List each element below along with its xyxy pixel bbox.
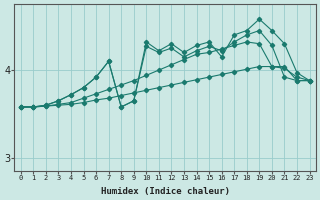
X-axis label: Humidex (Indice chaleur): Humidex (Indice chaleur) — [101, 187, 230, 196]
